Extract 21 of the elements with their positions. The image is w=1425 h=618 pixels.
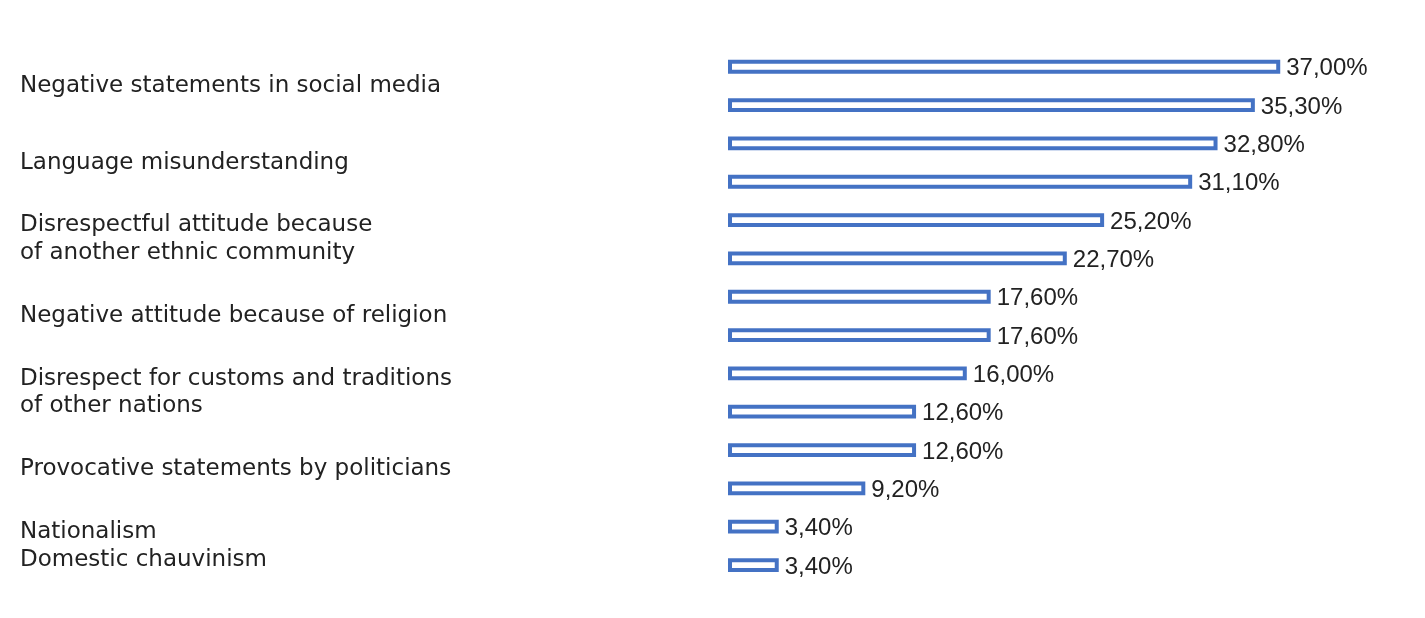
data-label: 31,10% <box>1198 168 1280 196</box>
data-label: 32,80% <box>1223 130 1305 158</box>
y-tick-label: Nationalism Domestic chauvinism <box>20 517 267 571</box>
y-tick-label: Disrespect for customs and traditions of other nations <box>20 363 453 418</box>
data-label: 3,40% <box>784 513 853 541</box>
data-label: 25,20% <box>1110 206 1192 234</box>
data-label: 22,70% <box>1072 245 1155 273</box>
data-label: 17,60% <box>996 283 1079 311</box>
y-tick-label: Negative statements in social media <box>20 70 442 97</box>
data-label: 12,60% <box>922 398 1004 426</box>
y-tick-label: Negative attitude because of religion <box>20 300 448 327</box>
data-label: 17,60% <box>996 321 1079 349</box>
y-tick-label: Disrespectful attitude because of another ethnic community <box>20 210 373 265</box>
data-label: 37,00% <box>1286 53 1368 81</box>
y-tick-label: Language misunderstanding <box>20 147 349 174</box>
data-label: 9,20% <box>871 475 940 502</box>
data-label: 35,30% <box>1260 91 1343 119</box>
data-label: 3,40% <box>784 551 853 579</box>
data-label: 16,00% <box>972 360 1055 388</box>
y-tick-label: Provocative statements by politicians <box>20 454 452 481</box>
data-label: 12,60% <box>922 436 1004 464</box>
